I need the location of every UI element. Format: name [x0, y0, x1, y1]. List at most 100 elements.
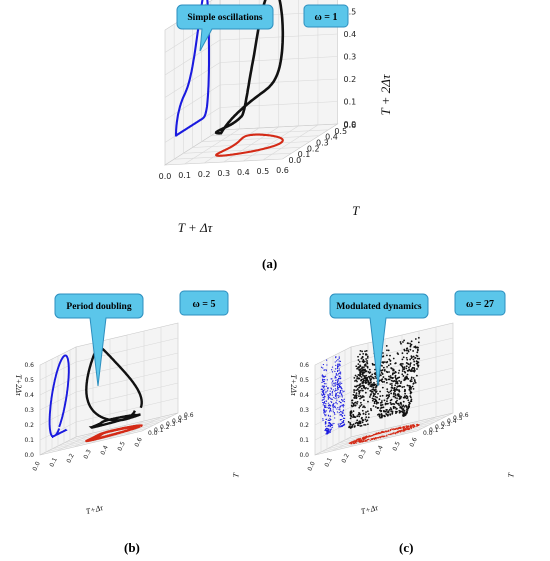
attractor-point — [361, 395, 364, 397]
xy-projection-point — [409, 425, 411, 427]
xy-projection-point — [416, 425, 418, 428]
xz-projection-point — [322, 367, 324, 369]
attractor-point — [404, 392, 407, 395]
attractor-point — [405, 365, 408, 368]
attractor-point — [390, 392, 393, 395]
xz-projection-point — [339, 364, 341, 366]
attractor-point — [388, 371, 390, 373]
attractor-point — [381, 386, 384, 389]
attractor-point — [381, 364, 383, 367]
attractor-point — [370, 381, 372, 383]
xz-projection-point — [332, 411, 334, 413]
attractor-point — [408, 366, 410, 369]
xz-projection-point — [339, 390, 341, 392]
attractor-point — [369, 407, 372, 410]
xz-projection-point — [323, 403, 325, 405]
xz-projection-point — [341, 382, 343, 384]
attractor-point — [409, 365, 412, 367]
xz-projection-point — [340, 413, 342, 415]
x-tick-label: 0.6 — [408, 436, 418, 448]
attractor-point — [355, 392, 358, 395]
xz-projection-point — [327, 402, 330, 404]
attractor-point — [355, 389, 358, 392]
attractor-point — [389, 399, 392, 402]
attractor-point — [417, 365, 420, 368]
attractor-point — [356, 400, 359, 403]
attractor-point — [410, 340, 413, 343]
xz-projection-point — [341, 393, 343, 396]
xz-projection-point — [340, 419, 342, 421]
xz-projection-point — [325, 390, 327, 392]
attractor-point — [409, 358, 412, 361]
xz-projection-point — [339, 395, 341, 397]
attractor-point — [380, 400, 383, 402]
xy-projection-point — [395, 427, 397, 430]
attractor-point — [360, 367, 363, 370]
z-tick-label: 0.0 — [24, 452, 34, 459]
xy-projection-point — [397, 427, 399, 429]
attractor-point — [384, 410, 387, 413]
xz-projection-point — [320, 366, 323, 368]
attractor-point — [407, 349, 410, 352]
xy-projection-point — [397, 428, 399, 430]
xy-projection-point — [364, 436, 366, 438]
attractor-point — [367, 381, 370, 384]
attractor-point — [403, 339, 405, 342]
attractor-point — [403, 366, 406, 369]
attractor-point — [352, 410, 355, 413]
attractor-point — [349, 421, 351, 424]
attractor-point — [362, 352, 365, 355]
attractor-point — [409, 362, 412, 365]
xz-projection-point — [324, 429, 326, 431]
xz-projection-point — [340, 422, 343, 425]
xy-projection-point — [359, 441, 361, 444]
attractor-point — [406, 384, 409, 387]
panel-c: 0.0 0.1 0.2 0.3 0.4 0.5 0.6 0.0 0.1 0.2 0.3 0.4 0.5 0… — [275, 280, 550, 530]
callout-label-a: Simple oscillations — [187, 13, 263, 23]
attractor-point — [363, 366, 365, 368]
xz-projection-point — [324, 411, 326, 413]
xz-projection-point — [332, 405, 334, 407]
xy-projection-point — [365, 439, 367, 441]
attractor-point — [401, 358, 404, 361]
xy-projection-point — [382, 431, 384, 434]
xz-projection-point — [341, 415, 343, 417]
xz-projection-point — [330, 405, 332, 407]
attractor-point — [398, 380, 401, 382]
attractor-point — [358, 415, 361, 418]
xz-projection-point — [337, 364, 340, 366]
attractor-point — [383, 369, 386, 372]
xy-projection-point — [403, 426, 405, 429]
attractor-point — [404, 388, 406, 391]
attractor-point — [374, 395, 377, 398]
attractor-point — [399, 382, 402, 384]
attractor-point — [392, 376, 394, 379]
xz-projection-point — [332, 409, 334, 411]
attractor-point — [390, 383, 393, 385]
attractor-point — [382, 366, 385, 369]
attractor-point — [387, 394, 390, 397]
xz-projection-point — [343, 423, 345, 425]
attractor-point — [382, 361, 385, 363]
xy-projection-point — [364, 438, 366, 440]
attractor-point — [412, 388, 415, 390]
xy-projection-point — [375, 432, 378, 435]
xz-projection-point — [323, 376, 325, 378]
z-tick-label: 0.4 — [299, 392, 309, 399]
attractor-point — [355, 397, 357, 400]
attractor-point — [354, 374, 357, 377]
attractor-point — [375, 391, 377, 394]
attractor-point — [399, 397, 402, 400]
xz-projection-point — [341, 404, 343, 406]
attractor-point — [361, 409, 364, 412]
attractor-point — [365, 353, 367, 356]
omega-badge-b: ω = 5 — [179, 290, 229, 316]
attractor-point — [359, 350, 362, 352]
attractor-point — [400, 342, 402, 345]
xz-projection-point — [336, 370, 339, 373]
attractor-point — [388, 375, 390, 378]
attractor-point — [394, 371, 397, 374]
xz-projection-point — [321, 390, 323, 393]
attractor-point — [373, 400, 376, 403]
ticks-b: 0.0 0.1 0.2 0.3 0.4 0.5 0.60.00.10.20.30.40.50… — [24, 362, 193, 472]
